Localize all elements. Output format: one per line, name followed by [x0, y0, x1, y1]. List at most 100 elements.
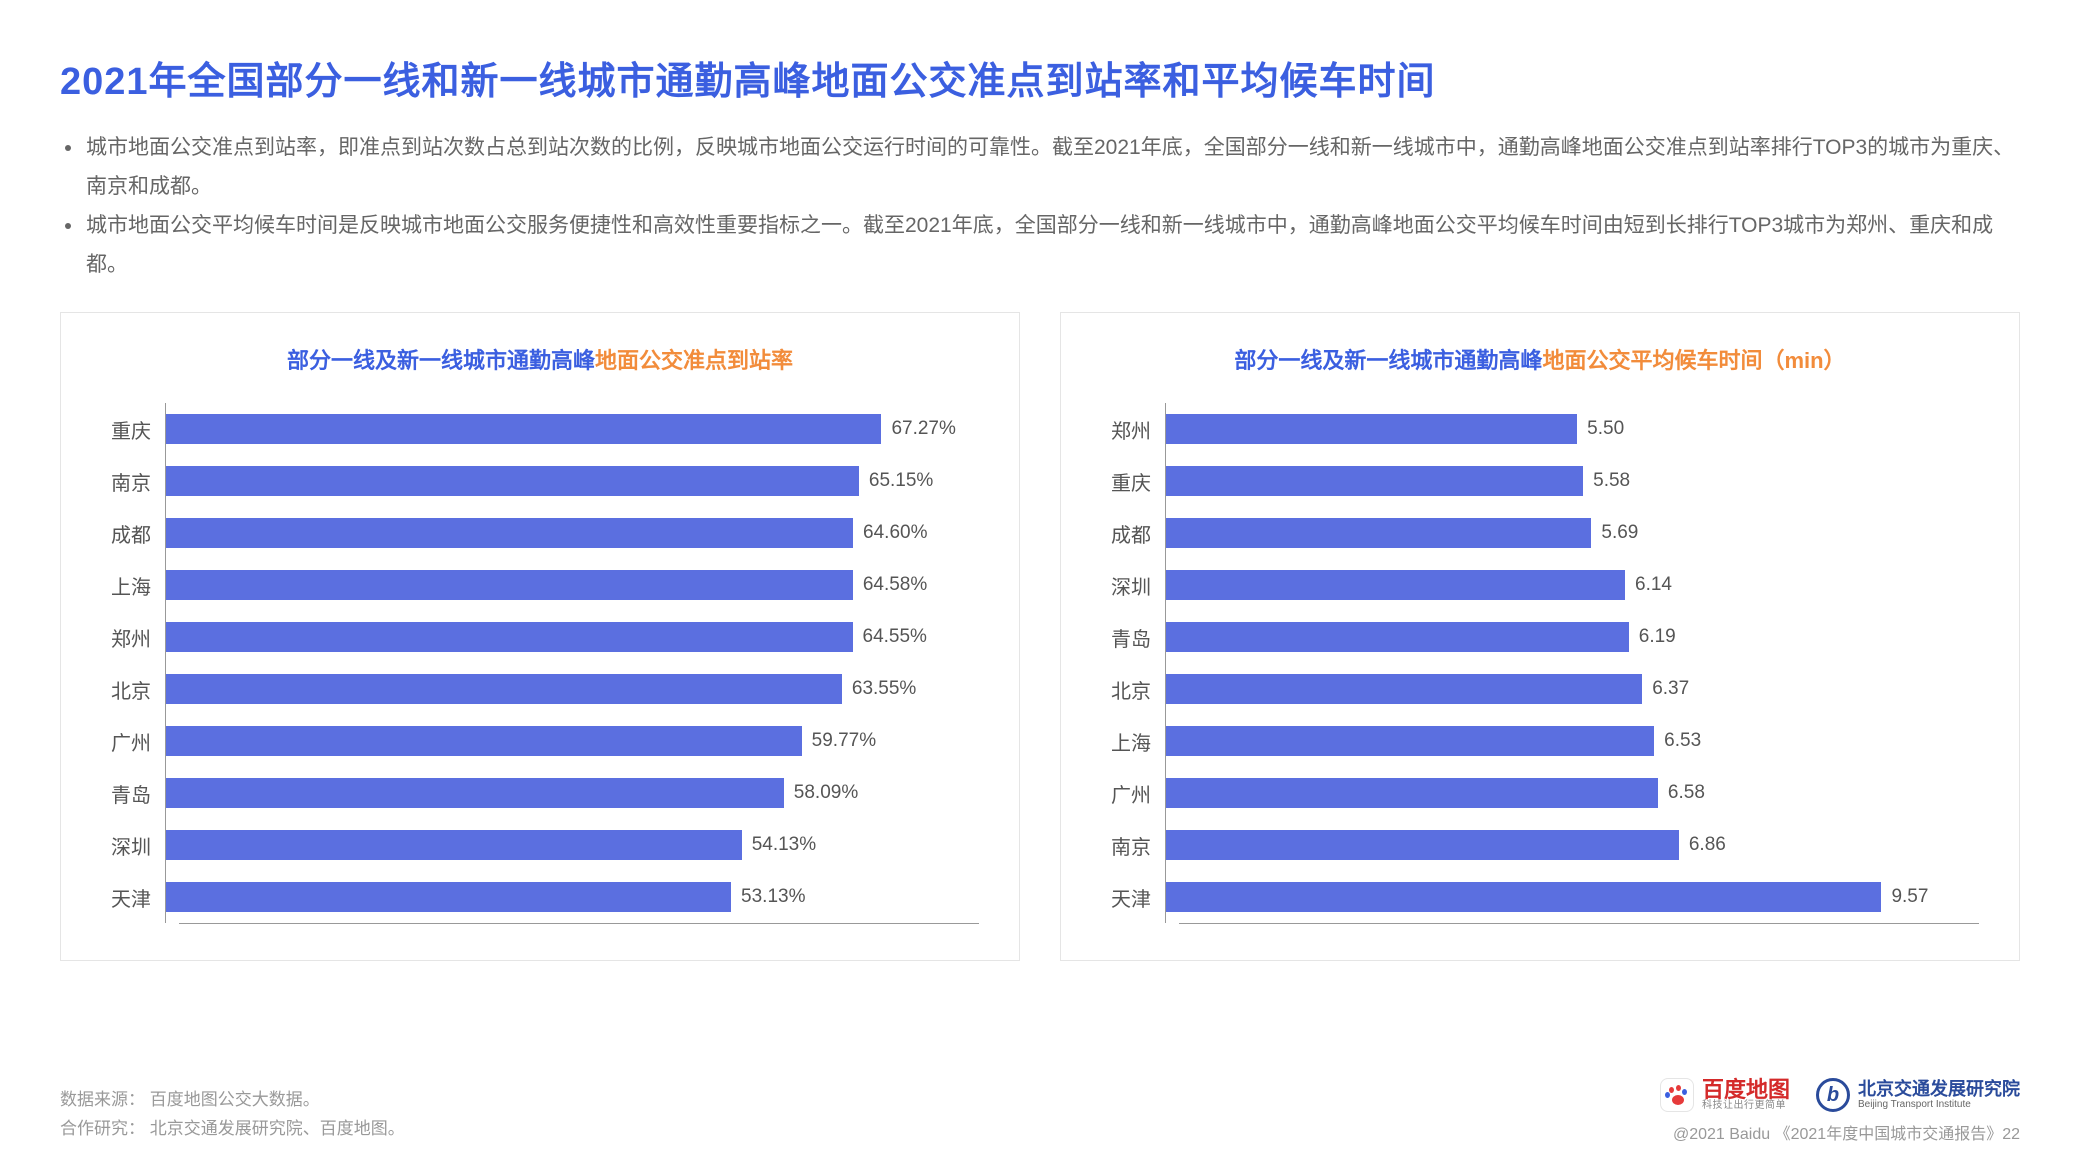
bar-track: 63.55% — [165, 663, 979, 715]
bar-track: 5.50 — [1165, 403, 1979, 455]
bar-category-label: 青岛 — [1101, 623, 1165, 652]
bar-value-label: 5.58 — [1593, 470, 1630, 492]
source-label: 数据来源： — [60, 1090, 145, 1109]
bar-fill — [166, 674, 842, 704]
chart-left-bars: 重庆 67.27% 南京65.15% 成都 64.60% 上海 64.58% 郑州 64.55%… — [101, 403, 979, 924]
bar-row: 郑州 64.55% — [101, 611, 979, 663]
bar-value-label: 6.14 — [1635, 574, 1672, 596]
bar-category-label: 成都 — [101, 519, 165, 548]
bar-track: 64.58% — [165, 559, 979, 611]
bar-row: 深圳 54.13% — [101, 819, 979, 871]
bar-category-label: 成都 — [1101, 519, 1165, 548]
source-value: 百度地图公交大数据。 — [150, 1090, 320, 1109]
bar-value-label: 54.13% — [752, 834, 816, 856]
logos: 百度地图 科技让出行更简单 b 北京交通发展研究院 Beijing Transp… — [1660, 1078, 2020, 1112]
bar-category-label: 郑州 — [101, 623, 165, 652]
bar-fill — [166, 882, 731, 912]
bar-value-label: 53.13% — [741, 886, 805, 908]
bar-category-label: 南京 — [1101, 831, 1165, 860]
x-axis-line — [1179, 923, 1979, 924]
bar-category-label: 北京 — [101, 675, 165, 704]
bar-fill — [1166, 518, 1591, 548]
bar-value-label: 64.55% — [863, 626, 927, 648]
bar-row: 青岛 6.19 — [1101, 611, 1979, 663]
bar-track: 6.86 — [1165, 819, 1979, 871]
partner-value: 北京交通发展研究院、百度地图。 — [150, 1119, 405, 1138]
bjt-logo: b 北京交通发展研究院 Beijing Transport Institute — [1816, 1078, 2020, 1112]
bar-row: 天津9.57 — [1101, 871, 1979, 923]
bar-value-label: 67.27% — [891, 418, 955, 440]
copyright: @2021 Baidu 《2021年度中国城市交通报告》22 — [1673, 1120, 2020, 1144]
bar-fill — [1166, 726, 1654, 756]
bar-value-label: 6.19 — [1639, 626, 1676, 648]
bar-track: 6.37 — [1165, 663, 1979, 715]
bar-row: 深圳6.14 — [1101, 559, 1979, 611]
bar-row: 郑州 5.50 — [1101, 403, 1979, 455]
bar-value-label: 64.60% — [863, 522, 927, 544]
bar-row: 青岛58.09% — [101, 767, 979, 819]
bar-fill — [1166, 570, 1625, 600]
baidu-logo-sub: 科技让出行更简单 — [1702, 1101, 1790, 1112]
bar-track: 54.13% — [165, 819, 979, 871]
bar-fill — [1166, 778, 1658, 808]
bar-fill — [166, 518, 853, 548]
bar-track: 9.57 — [1165, 871, 1979, 923]
bar-track: 6.19 — [1165, 611, 1979, 663]
bullet-item: 城市地面公交准点到站率，即准点到站次数占总到站次数的比例，反映城市地面公交运行时… — [84, 129, 2020, 207]
chart-right: 部分一线及新一线城市通勤高峰地面公交平均候车时间（min） 郑州5.50重庆5.… — [1060, 312, 2020, 961]
bar-track: 59.77% — [165, 715, 979, 767]
bar-track: 6.58 — [1165, 767, 1979, 819]
bar-value-label: 6.86 — [1689, 834, 1726, 856]
bar-category-label: 重庆 — [1101, 467, 1165, 496]
bar-row: 广州 6.58 — [1101, 767, 1979, 819]
page-title: 2021年全国部分一线和新一线城市通勤高峰地面公交准点到站率和平均候车时间 — [60, 50, 2020, 105]
bar-fill — [1166, 830, 1679, 860]
bar-category-label: 深圳 — [101, 831, 165, 860]
bar-row: 成都 64.60% — [101, 507, 979, 559]
bar-category-label: 广州 — [1101, 779, 1165, 808]
bar-value-label: 64.58% — [863, 574, 927, 596]
partner-label: 合作研究： — [60, 1119, 145, 1138]
bar-category-label: 上海 — [101, 571, 165, 600]
bullet-list: 城市地面公交准点到站率，即准点到站次数占总到站次数的比例，反映城市地面公交运行时… — [60, 129, 2020, 284]
bar-fill — [1166, 882, 1881, 912]
bar-track: 64.60% — [165, 507, 979, 559]
bjt-logo-sub: Beijing Transport Institute — [1858, 1099, 2020, 1110]
bar-row: 重庆 67.27% — [101, 403, 979, 455]
bar-track: 6.53 — [1165, 715, 1979, 767]
bullet-item: 城市地面公交平均候车时间是反映城市地面公交服务便捷性和高效性重要指标之一。截至2… — [84, 207, 2020, 285]
bar-track: 53.13% — [165, 871, 979, 923]
bar-track: 6.14 — [1165, 559, 1979, 611]
bar-category-label: 天津 — [101, 883, 165, 912]
footer-left: 数据来源： 百度地图公交大数据。 合作研究： 北京交通发展研究院、百度地图。 — [60, 1086, 405, 1144]
bar-row: 北京6.37 — [1101, 663, 1979, 715]
bar-category-label: 重庆 — [101, 415, 165, 444]
bjt-logo-icon: b — [1816, 1078, 1850, 1112]
chart-left-title: 部分一线及新一线城市通勤高峰地面公交准点到站率 — [101, 343, 979, 375]
bar-row: 天津 53.13% — [101, 871, 979, 923]
bar-fill — [166, 570, 853, 600]
bar-track: 65.15% — [165, 455, 979, 507]
bar-fill — [1166, 674, 1642, 704]
bar-category-label: 广州 — [101, 727, 165, 756]
bar-value-label: 6.58 — [1668, 782, 1705, 804]
bar-fill — [1166, 622, 1629, 652]
bar-row: 南京65.15% — [101, 455, 979, 507]
bar-track: 5.69 — [1165, 507, 1979, 559]
bar-category-label: 上海 — [1101, 727, 1165, 756]
chart-right-bars: 郑州5.50重庆5.58成都5.69深圳6.14青岛6.19北京6.37上海6.… — [1101, 403, 1979, 924]
bar-track: 5.58 — [1165, 455, 1979, 507]
bar-category-label: 郑州 — [1101, 415, 1165, 444]
baidu-map-logo: 百度地图 科技让出行更简单 — [1660, 1078, 1790, 1112]
bar-value-label: 9.57 — [1891, 886, 1928, 908]
bar-fill — [166, 830, 742, 860]
bjt-logo-main: 北京交通发展研究院 — [1858, 1080, 2020, 1100]
bar-row: 成都5.69 — [1101, 507, 1979, 559]
baidu-logo-main: 百度地图 — [1702, 1078, 1790, 1101]
bar-value-label: 63.55% — [852, 678, 916, 700]
bar-track: 64.55% — [165, 611, 979, 663]
bar-fill — [166, 778, 784, 808]
bar-fill — [1166, 466, 1583, 496]
footer: 数据来源： 百度地图公交大数据。 合作研究： 北京交通发展研究院、百度地图。 百… — [60, 1078, 2020, 1144]
bar-value-label: 5.50 — [1587, 418, 1624, 440]
